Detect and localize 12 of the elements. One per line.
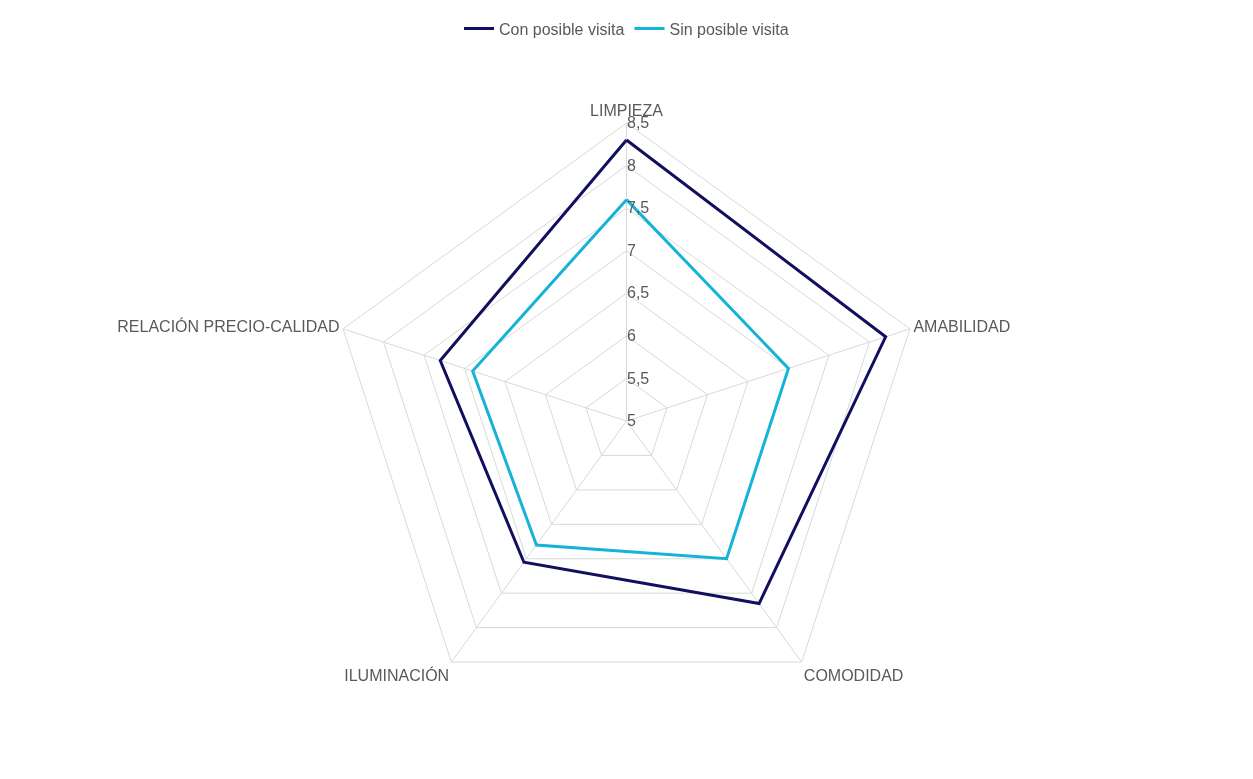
y-tick-label: 6 (627, 327, 636, 345)
y-tick-label: 5 (627, 412, 636, 430)
y-tick-label: 7 (627, 241, 636, 259)
spoke-label: RELACIÓN PRECIO-CALIDAD (117, 317, 340, 336)
y-tick-label: 5,5 (627, 369, 650, 387)
legend-label: Sin posible visita (669, 20, 789, 38)
y-tick-label: 8 (627, 156, 636, 174)
spoke-label: COMODIDAD (803, 667, 904, 685)
spoke-label: AMABILIDAD (913, 318, 1011, 336)
spoke-label: ILUMINACIÓN (344, 666, 450, 685)
y-tick-label: 6,5 (627, 284, 650, 302)
legend-label: Con posible visita (499, 20, 625, 38)
